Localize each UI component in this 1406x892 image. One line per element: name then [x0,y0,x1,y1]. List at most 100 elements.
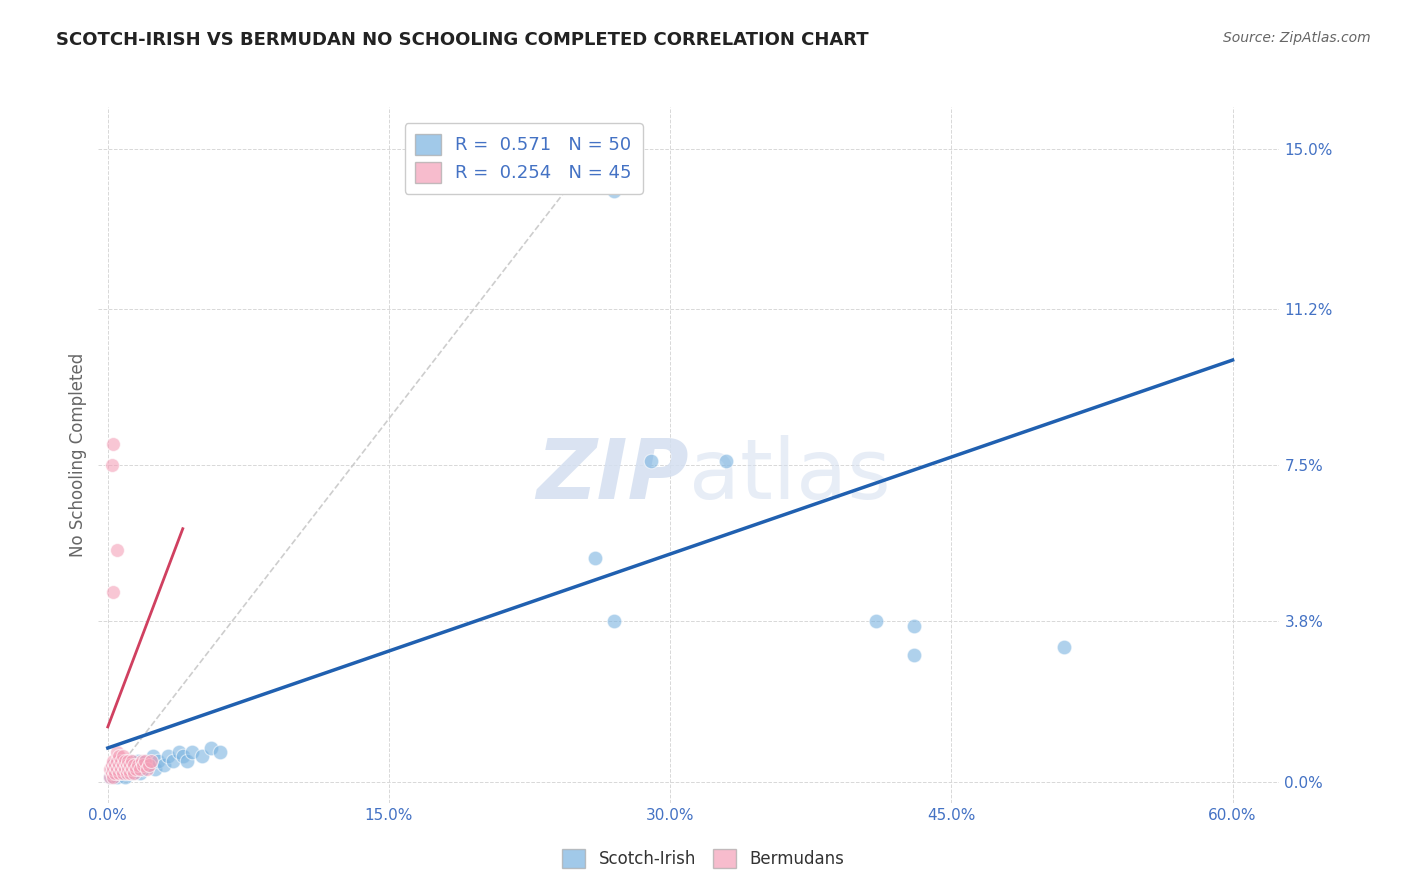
Point [105,771,128,785]
Point [181,745,204,759]
Point [132,762,155,776]
Point [136,762,159,776]
Point [121,754,143,768]
Point [122,757,145,772]
Point [125,762,148,776]
Point [103,771,125,785]
Point [903,618,925,632]
Point [108,766,131,780]
Point [153,757,176,772]
Point [122,757,145,772]
Point [108,766,131,780]
Point [176,754,198,768]
Point [117,762,139,776]
Point [104,766,127,780]
Point [865,615,887,629]
Point [131,757,153,772]
Point [134,754,156,768]
Point [98,771,121,785]
Point [111,766,134,780]
Point [139,754,162,768]
Point [103,757,125,772]
Point [128,762,150,776]
Point [100,762,122,776]
Point [100,766,122,780]
Point [1053,640,1076,654]
Point [115,757,138,772]
Point [120,754,142,768]
Point [114,762,136,776]
Point [104,766,127,780]
Text: ZIP: ZIP [536,435,689,516]
Point [105,754,128,768]
Point [120,757,142,772]
Point [115,757,138,772]
Point [110,762,132,776]
Point [105,762,128,776]
Point [111,757,134,772]
Point [100,757,122,772]
Point [200,741,222,756]
Point [127,754,149,768]
Point [156,749,179,764]
Point [114,771,136,785]
Point [716,454,738,468]
Point [111,757,134,772]
Point [131,754,153,768]
Point [122,766,145,780]
Point [100,458,122,473]
Point [103,762,125,776]
Point [108,749,131,764]
Point [172,749,194,764]
Point [138,757,160,772]
Text: SCOTCH-IRISH VS BERMUDAN NO SCHOOLING COMPLETED CORRELATION CHART: SCOTCH-IRISH VS BERMUDAN NO SCHOOLING CO… [56,31,869,49]
Point [103,585,125,599]
Point [167,745,190,759]
Point [120,766,142,780]
Point [903,648,925,663]
Point [143,762,166,776]
Point [127,757,149,772]
Point [105,762,128,776]
Point [104,757,127,772]
Legend: R =  0.571   N = 50, R =  0.254   N = 45: R = 0.571 N = 50, R = 0.254 N = 45 [405,123,643,194]
Point [111,749,134,764]
Point [110,754,132,768]
Point [98,771,121,785]
Point [117,762,139,776]
Point [142,749,165,764]
Point [190,749,212,764]
Point [162,754,184,768]
Point [583,551,606,566]
Point [114,762,136,776]
Point [108,757,131,772]
Text: Source: ZipAtlas.com: Source: ZipAtlas.com [1223,31,1371,45]
Point [121,762,143,776]
Point [132,757,155,772]
Point [100,766,122,780]
Point [121,766,143,780]
Point [209,745,232,759]
Point [148,754,170,768]
Point [114,754,136,768]
Point [128,766,150,780]
Point [117,754,139,768]
Point [640,454,662,468]
Point [134,754,156,768]
Y-axis label: No Schooling Completed: No Schooling Completed [69,353,87,557]
Point [115,766,138,780]
Point [103,437,125,451]
Text: atlas: atlas [689,435,890,516]
Point [103,771,125,785]
Point [110,754,132,768]
Point [108,757,131,772]
Point [125,762,148,776]
Point [138,757,160,772]
Point [105,745,128,759]
Point [603,615,626,629]
Point [603,185,626,199]
Point [111,766,134,780]
Point [105,542,128,557]
Point [103,754,125,768]
Legend: Scotch-Irish, Bermudans: Scotch-Irish, Bermudans [555,842,851,875]
